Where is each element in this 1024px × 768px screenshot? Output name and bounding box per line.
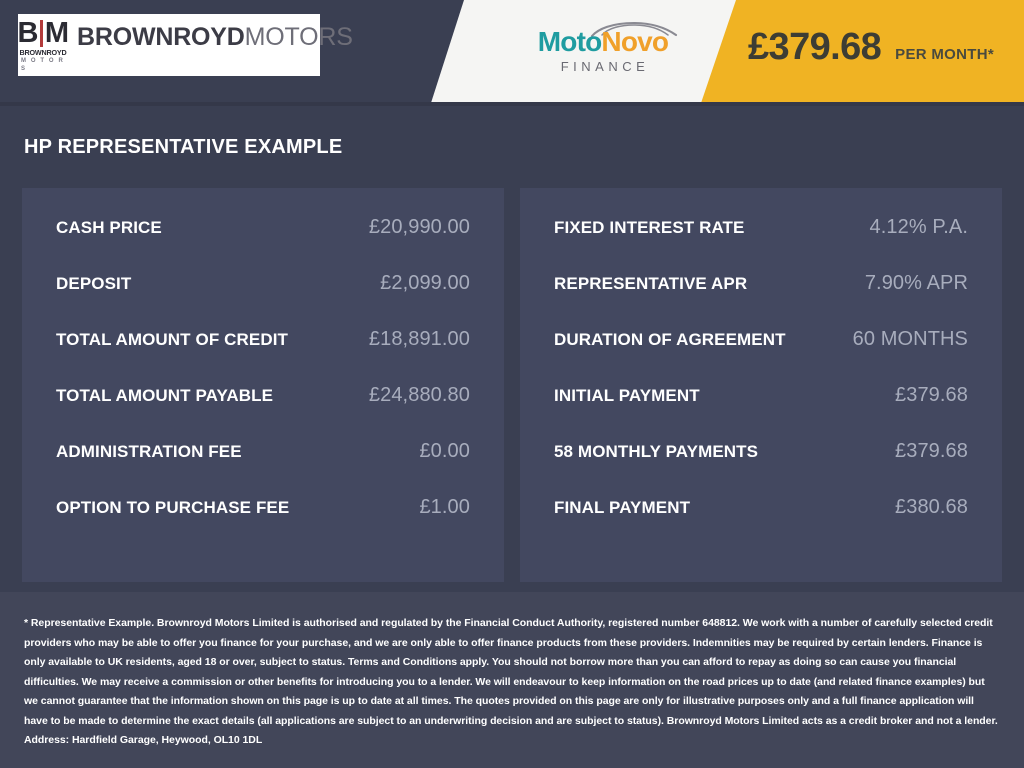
finance-row: TOTAL AMOUNT OF CREDIT £18,891.00 [56, 328, 470, 384]
row-value: £379.68 [895, 384, 968, 406]
row-value: £18,891.00 [368, 328, 470, 350]
dealer-name-light: MOTORS [244, 23, 353, 51]
finance-row: CASH PRICE £20,990.00 [56, 216, 470, 272]
row-value: £1.00 [419, 496, 470, 518]
lender-logo[interactable]: MotoNovo FINANCE [508, 21, 698, 74]
row-label: TOTAL AMOUNT OF CREDIT [56, 330, 288, 349]
price-panel [700, 0, 1024, 106]
monogram-letter-b: B [17, 17, 38, 49]
price-amount: £379.68 [748, 26, 882, 68]
dealer-mark-line-1: BROWNROYD [19, 48, 67, 57]
dealer-name: BROWNROYDMOTORS [77, 17, 353, 52]
finance-row: DEPOSIT £2,099.00 [56, 272, 470, 328]
main-content: HP REPRESENTATIVE EXAMPLE CASH PRICE £20… [0, 106, 1024, 592]
row-value: £24,880.80 [368, 384, 470, 406]
price-period: PER MONTH* [895, 46, 995, 63]
row-label: INITIAL PAYMENT [554, 386, 700, 405]
row-value: 60 MONTHS [852, 328, 968, 350]
finance-row: 58 MONTHLY PAYMENTS £379.68 [554, 440, 968, 496]
row-label: DURATION OF AGREEMENT [554, 330, 786, 349]
row-value: 7.90% APR [864, 272, 968, 294]
row-value: £0.00 [419, 440, 470, 462]
dealer-logo[interactable]: B M BROWNROYD M O T O R S BROWNROYDMOTOR… [17, 14, 353, 76]
finance-row: TOTAL AMOUNT PAYABLE £24,880.80 [56, 384, 470, 440]
finance-row: ADMINISTRATION FEE £0.00 [56, 440, 470, 496]
lender-name: MotoNovo [508, 26, 698, 58]
finance-row: INITIAL PAYMENT £379.68 [554, 384, 968, 440]
row-label: REPRESENTATIVE APR [554, 274, 748, 293]
monogram-divider-bar [39, 19, 43, 47]
lender-name-moto: Moto [537, 26, 602, 57]
dealer-logo-mark-icon: B M BROWNROYD M O T O R S [17, 17, 69, 73]
monogram: B M [17, 17, 69, 49]
lender-subtitle: FINANCE [560, 59, 650, 74]
finance-row: DURATION OF AGREEMENT 60 MONTHS [554, 328, 968, 384]
page-title: HP REPRESENTATIVE EXAMPLE [24, 136, 343, 158]
row-label: TOTAL AMOUNT PAYABLE [56, 386, 274, 405]
row-label: OPTION TO PURCHASE FEE [56, 498, 290, 517]
row-value: £379.68 [895, 440, 968, 462]
monthly-price: £379.68 PER MONTH* [748, 26, 994, 69]
lender-name-novo: Novo [601, 26, 669, 57]
finance-row: FINAL PAYMENT £380.68 [554, 496, 968, 552]
finance-row: OPTION TO PURCHASE FEE £1.00 [56, 496, 470, 552]
row-value: £2,099.00 [380, 272, 470, 294]
lender-logo-panel [430, 0, 760, 106]
row-value: £380.68 [895, 496, 968, 518]
finance-row: REPRESENTATIVE APR 7.90% APR [554, 272, 968, 328]
dealer-mark-line-2: M O T O R S [21, 58, 65, 72]
page-header: B M BROWNROYD M O T O R S BROWNROYDMOTOR… [0, 0, 1024, 106]
finance-panel-right: FIXED INTEREST RATE 4.12% P.A. REPRESENT… [520, 188, 1002, 582]
finance-panels: CASH PRICE £20,990.00 DEPOSIT £2,099.00 … [22, 188, 1002, 582]
row-label: 58 MONTHLY PAYMENTS [554, 442, 759, 461]
finance-row: FIXED INTEREST RATE 4.12% P.A. [554, 216, 968, 272]
header-divider [0, 102, 1024, 106]
finance-panel-left: CASH PRICE £20,990.00 DEPOSIT £2,099.00 … [22, 188, 504, 582]
row-value: 4.12% P.A. [869, 216, 968, 238]
dealer-name-bold: BROWNROYD [77, 23, 245, 51]
row-label: FINAL PAYMENT [554, 498, 691, 517]
car-silhouette-icon [590, 21, 678, 38]
footer: * Representative Example. Brownroyd Moto… [0, 592, 1024, 768]
disclaimer-text: * Representative Example. Brownroyd Moto… [24, 617, 998, 746]
row-label: ADMINISTRATION FEE [56, 442, 242, 461]
row-label: DEPOSIT [56, 274, 132, 293]
row-label: FIXED INTEREST RATE [554, 218, 745, 237]
row-value: £20,990.00 [368, 216, 470, 238]
row-label: CASH PRICE [56, 218, 162, 237]
monogram-letter-m: M [44, 17, 69, 49]
